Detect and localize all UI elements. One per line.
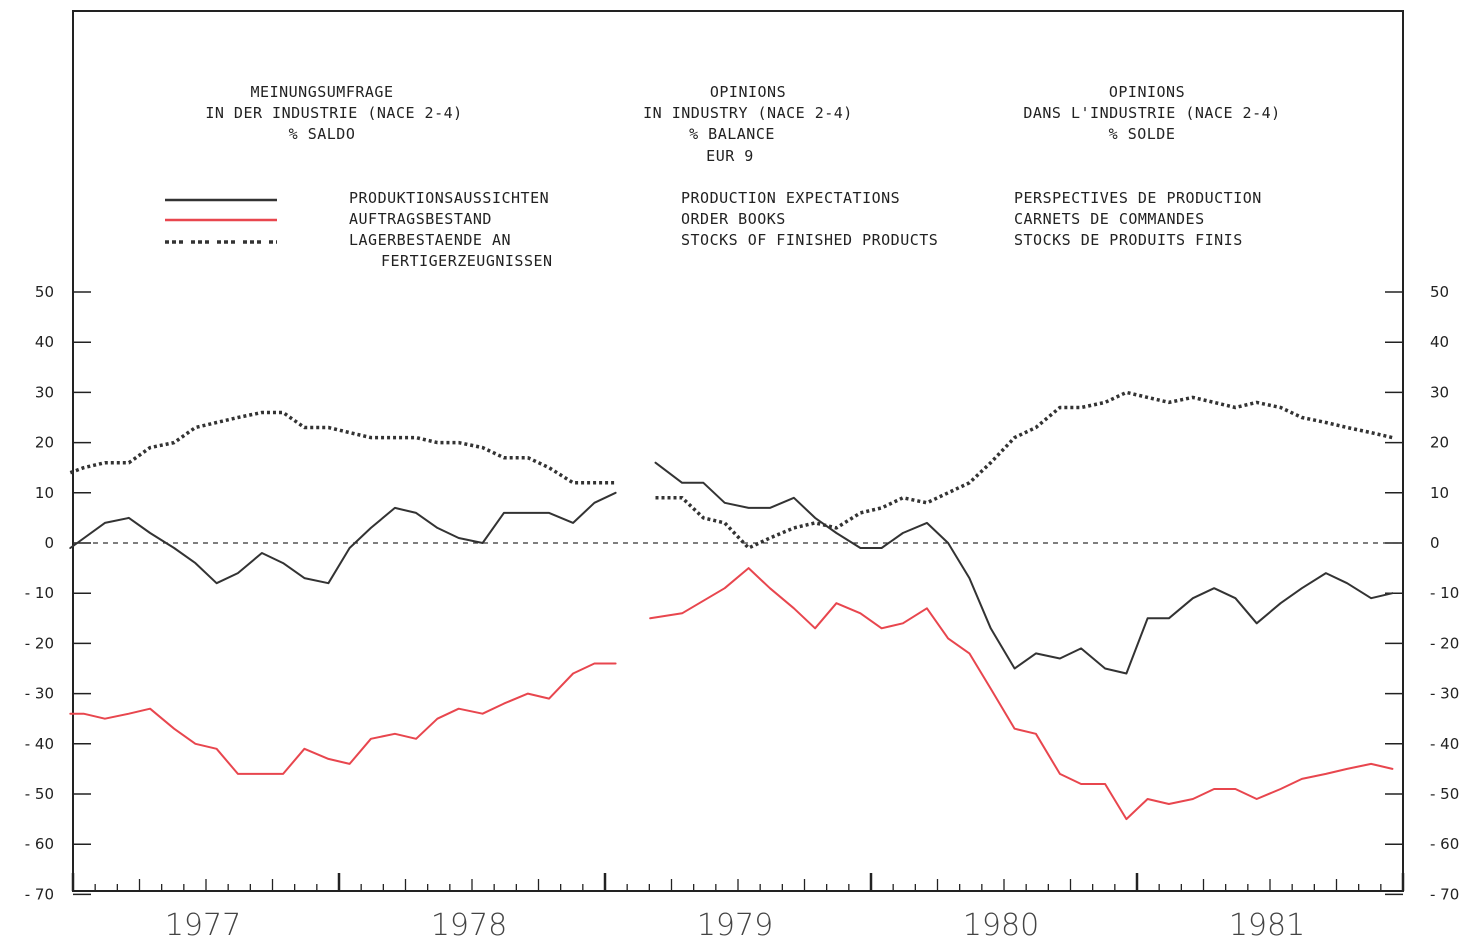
header-de-line-3: % SALDO — [289, 125, 356, 143]
y-tick-label-left: - 30 — [25, 685, 54, 703]
y-tick-label-left: 40 — [35, 333, 54, 351]
y-tick-label-left: 10 — [35, 484, 54, 502]
header-en: OPINIONS IN INDUSTRY (NACE 2-4) % BALANC… — [643, 83, 853, 165]
header-fr-line-2: DANS L'INDUSTRIE (NACE 2-4) — [1023, 104, 1280, 122]
year-label-1978: 1978 — [431, 908, 507, 943]
header-de: MEINUNGSUMFRAGE IN DER INDUSTRIE (NACE 2… — [205, 83, 462, 143]
y-tick-label-left: 50 — [35, 283, 54, 301]
y-tick-label-right: - 60 — [1430, 835, 1459, 853]
legend-de-orders: AUFTRAGSBESTAND — [349, 210, 492, 228]
y-tick-label-left: - 10 — [25, 584, 54, 602]
y-tick-label-right: 50 — [1430, 283, 1449, 301]
y-tick-label-right: 40 — [1430, 333, 1449, 351]
series-stocks-segment-2 — [655, 390, 1393, 550]
y-tick-label-right: - 50 — [1430, 785, 1459, 803]
header-en-line-2: IN INDUSTRY (NACE 2-4) — [643, 104, 853, 122]
y-tick-label-left: - 70 — [25, 885, 54, 903]
legend-en-stocks: STOCKS OF FINISHED PRODUCTS — [681, 231, 938, 249]
y-tick-label-right: - 10 — [1430, 584, 1459, 602]
y-tick-label-left: - 60 — [25, 835, 54, 853]
y-tick-label-right: - 70 — [1430, 885, 1459, 903]
axes: 50 50 40 40 30 30 20 20 10 10 0 0 - 10 - 10 - 20 - 20 - … — [25, 283, 1460, 943]
chart-frame — [72, 10, 1404, 892]
legend-de-production: PRODUKTIONSAUSSICHTEN — [349, 189, 549, 207]
legend-de-stocks: LAGERBESTAENDE AN — [349, 231, 511, 249]
y-tick-label-right: 0 — [1430, 534, 1440, 552]
legend-en-production: PRODUCTION EXPECTATIONS — [681, 189, 900, 207]
series-stocks-segment-1 — [69, 410, 616, 485]
y-tick-label-left: 0 — [44, 534, 54, 552]
legend-fr-orders: CARNETS DE COMMANDES — [1014, 210, 1205, 228]
y-tick-label-right: 20 — [1430, 434, 1449, 452]
y-tick-label-left: - 40 — [25, 735, 54, 753]
series-layer — [69, 390, 1394, 821]
year-label-1980: 1980 — [963, 908, 1039, 943]
legend: PRODUKTIONSAUSSICHTEN AUFTRAGSBESTAND LA… — [165, 189, 1262, 270]
header-fr-line-1: OPINIONS — [1109, 83, 1185, 101]
header-en-line-1: OPINIONS — [710, 83, 786, 101]
legend-de-stocks-cont: FERTIGERZEUGNISSEN — [381, 252, 553, 270]
y-tick-label-right: 30 — [1430, 383, 1449, 401]
y-tick-label-left: 20 — [35, 434, 54, 452]
header-fr-line-3: % SOLDE — [1109, 125, 1176, 143]
year-label-1981: 1981 — [1229, 908, 1305, 943]
header-de-line-2: IN DER INDUSTRIE (NACE 2-4) — [205, 104, 462, 122]
y-tick-label-right: - 30 — [1430, 685, 1459, 703]
year-label-1979: 1979 — [697, 908, 773, 943]
legend-fr-production: PERSPECTIVES DE PRODUCTION — [1014, 189, 1262, 207]
header-de-line-1: MEINUNGSUMFRAGE — [251, 83, 394, 101]
header-en-line-3: % BALANCE — [689, 125, 775, 143]
y-tick-label-left: - 20 — [25, 634, 54, 652]
y-tick-label-left: 30 — [35, 383, 54, 401]
legend-fr-stocks: STOCKS DE PRODUITS FINIS — [1014, 231, 1243, 249]
series-orders-segment-2 — [649, 567, 1394, 821]
y-tick-label-left: - 50 — [25, 785, 54, 803]
series-production-segment-2 — [654, 461, 1394, 675]
legend-en-orders: ORDER BOOKS — [681, 210, 786, 228]
series-orders-segment-1 — [69, 662, 617, 775]
y-tick-label-right: - 40 — [1430, 735, 1459, 753]
series-production-segment-1 — [69, 491, 617, 585]
header-fr: OPINIONS DANS L'INDUSTRIE (NACE 2-4) % S… — [1023, 83, 1280, 143]
y-tick-label-right: - 20 — [1430, 634, 1459, 652]
y-tick-label-right: 10 — [1430, 484, 1449, 502]
year-label-1977: 1977 — [165, 908, 241, 943]
header-en-line-4: EUR 9 — [706, 147, 754, 165]
